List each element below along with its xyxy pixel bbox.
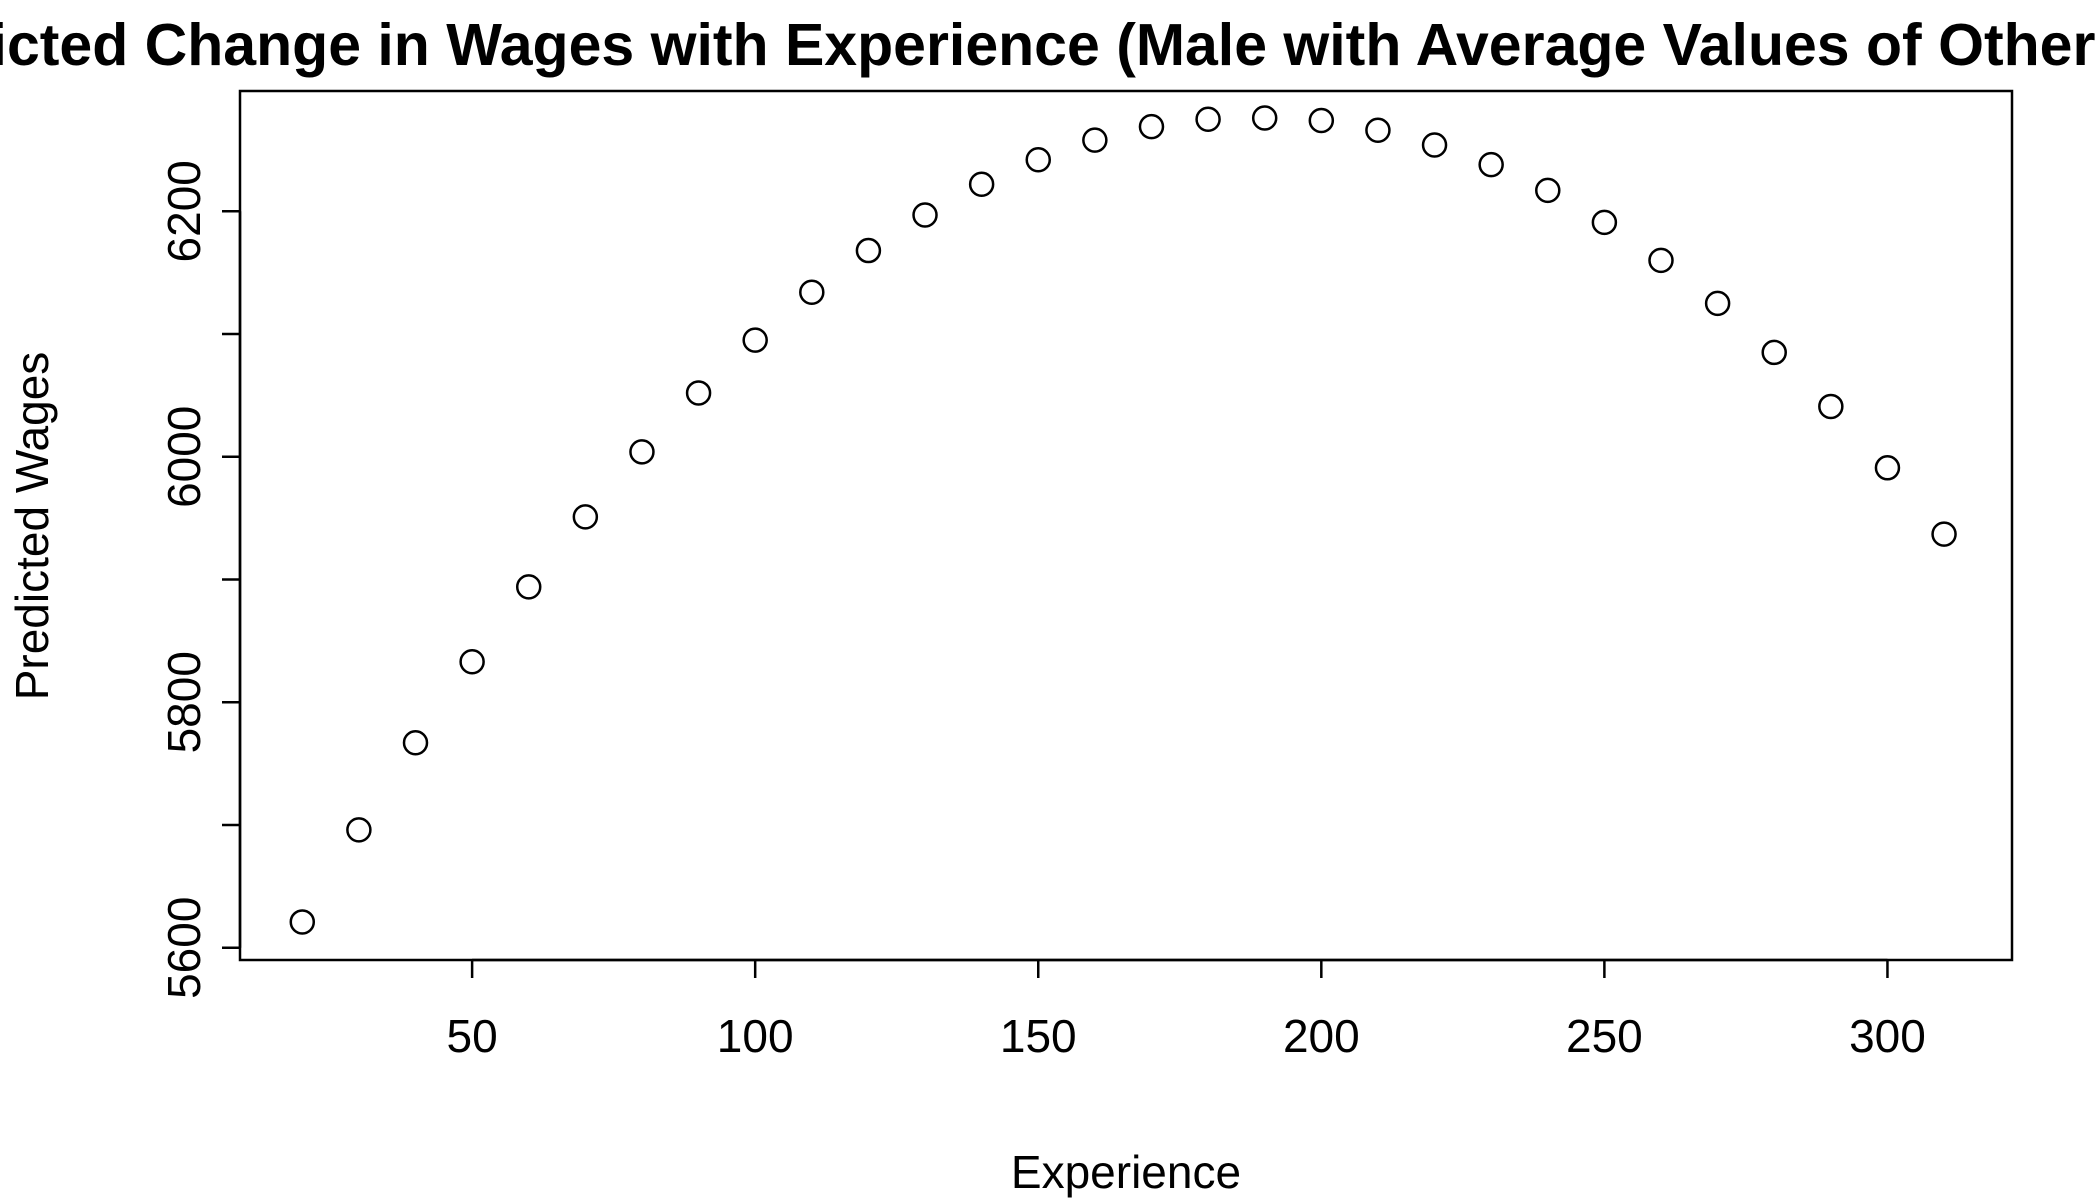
data-point xyxy=(1365,117,1391,144)
data-point xyxy=(289,909,316,935)
data-point xyxy=(1761,339,1787,366)
x-tick-label: 250 xyxy=(1566,1010,1643,1062)
x-tick-label: 50 xyxy=(447,1010,498,1062)
data-point xyxy=(1874,455,1901,481)
data-point xyxy=(1251,105,1278,131)
plot-area-border xyxy=(238,89,2014,962)
data-point xyxy=(459,648,485,675)
data-point xyxy=(1478,151,1504,178)
data-point xyxy=(515,574,542,600)
y-tick-label: 6000 xyxy=(158,406,210,508)
data-point xyxy=(1195,106,1221,132)
data-point xyxy=(1818,393,1844,420)
chart-title: Predicted Change in Wages with Experienc… xyxy=(0,12,2100,78)
data-point xyxy=(1082,127,1108,153)
data-point xyxy=(1138,113,1165,140)
data-point xyxy=(1308,107,1335,134)
y-axis-label: Predicted Wages xyxy=(6,352,58,701)
data-point xyxy=(1025,146,1051,173)
data-point xyxy=(629,439,655,465)
x-axis-label: Experience xyxy=(1011,1146,1241,1198)
data-point xyxy=(1591,209,1618,236)
data-point xyxy=(968,171,995,198)
data-point xyxy=(1535,177,1561,204)
y-tick-label: 6200 xyxy=(158,160,210,262)
data-point xyxy=(346,817,372,843)
y-axis: 5600 5800 6000 6200 xyxy=(158,160,242,999)
data-point xyxy=(912,202,938,228)
data-point xyxy=(1931,521,1957,547)
x-tick-label: 300 xyxy=(1849,1010,1926,1062)
data-point xyxy=(402,730,429,756)
x-tick-label: 100 xyxy=(717,1010,794,1062)
data-point xyxy=(1648,247,1674,274)
data-point xyxy=(1704,290,1731,317)
y-tick-label: 5800 xyxy=(158,651,210,753)
data-point xyxy=(685,380,712,406)
y-tick-label: 5600 xyxy=(158,897,210,999)
data-point xyxy=(572,504,599,530)
data-point xyxy=(855,237,882,264)
data-point xyxy=(742,327,768,353)
x-axis: 50 100 150 200 250 300 xyxy=(447,958,1926,1062)
x-tick-label: 150 xyxy=(1000,1010,1077,1062)
x-tick-label: 200 xyxy=(1283,1010,1360,1062)
data-points xyxy=(289,105,1957,935)
data-point xyxy=(1421,132,1448,158)
data-point xyxy=(799,279,825,306)
